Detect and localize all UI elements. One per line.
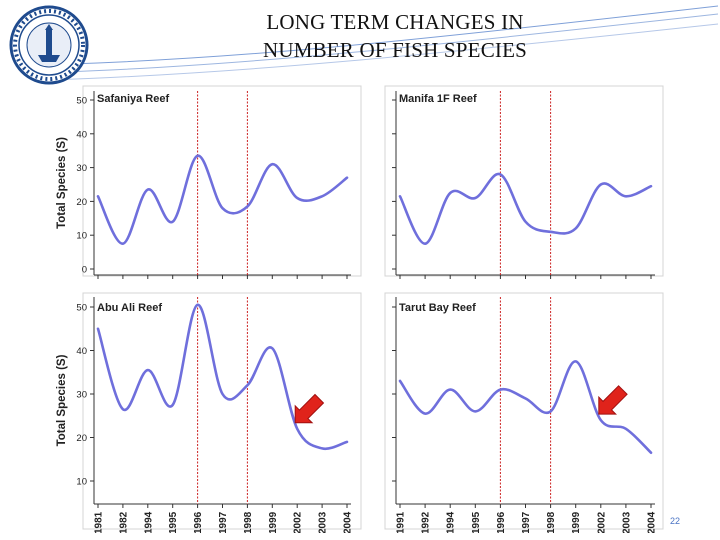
- species-curve: [96, 154, 349, 245]
- y-tick-label: 20: [76, 197, 87, 208]
- red-arrow-shape: [598, 385, 628, 415]
- y-axis-label: Total Species (S): [56, 354, 68, 446]
- x-tick-label: 1994: [143, 511, 154, 533]
- x-tick-label: 1999: [571, 511, 582, 533]
- x-tick-label: 1999: [268, 511, 279, 533]
- x-tick-label: 1996: [496, 511, 507, 533]
- y-tick-label: 40: [76, 346, 87, 357]
- y-tick-label: 0: [82, 265, 87, 276]
- title-line-2: NUMBER OF FISH SPECIES: [262, 38, 528, 62]
- x-tick-label: 1991: [396, 511, 407, 533]
- y-tick-label: 10: [76, 231, 87, 242]
- x-tick-label: 1981: [94, 511, 105, 533]
- species-curve: [96, 303, 349, 451]
- chart-title: Tarut Bay Reef: [399, 302, 476, 314]
- x-tick-label: 1998: [546, 511, 557, 533]
- chart-title: Abu Ali Reef: [97, 302, 162, 314]
- red-arrow-shape: [294, 393, 325, 424]
- x-tick-label: 2003: [621, 511, 632, 533]
- x-tick-label: 2004: [647, 511, 658, 533]
- slide-number: 22: [670, 516, 681, 526]
- panel-frame: [384, 292, 664, 530]
- y-tick-label: 10: [76, 477, 87, 488]
- y-tick-label: 30: [76, 390, 87, 401]
- red-arrow-icon: [598, 385, 628, 415]
- panel-frame: [82, 85, 362, 277]
- page-title: LONG TERM CHANGES IN NUMBER OF FISH SPEC…: [170, 8, 620, 64]
- x-tick-label: 1997: [521, 511, 532, 533]
- x-tick-label: 1992: [421, 511, 432, 533]
- x-tick-label: 1997: [218, 511, 229, 533]
- panel-frame: [384, 85, 664, 277]
- y-tick-label: 20: [76, 433, 87, 444]
- red-arrow-icon: [294, 393, 325, 424]
- chart-panel-2: Manifa 1F Reef: [384, 85, 664, 279]
- fish-species-figure: 0 10 20 30 40 50 Safaniya Reef Total Species (S…: [56, 85, 664, 533]
- chart-panel-4: 1991 1992 1994 1995 1996 1997 1998 1999 2002 2003…: [384, 292, 664, 533]
- chart-title: Safaniya Reef: [97, 93, 169, 105]
- x-tick-label: 2002: [596, 511, 607, 533]
- y-tick-label: 30: [76, 163, 87, 174]
- species-curve: [398, 360, 653, 454]
- x-tick-label: 1995: [168, 511, 179, 533]
- y-axis-label: Total Species (S): [56, 137, 68, 229]
- x-tick-label: 1998: [243, 511, 254, 533]
- y-tick-label: 50: [76, 96, 87, 107]
- chart-panel-3: 10 20 30 40 50 1981 1982 1994 1995 1996 1997 1998 19…: [56, 292, 362, 533]
- species-curve: [398, 172, 653, 245]
- y-tick-label: 40: [76, 129, 87, 140]
- x-tick-label: 2004: [343, 511, 354, 533]
- x-tick-label: 2003: [318, 511, 329, 533]
- x-tick-label: 1995: [471, 511, 482, 533]
- y-tick-label: 50: [76, 303, 87, 314]
- chart-panel-1: 0 10 20 30 40 50 Safaniya Reef Total Species (S…: [56, 85, 362, 279]
- x-tick-label: 2002: [293, 511, 304, 533]
- title-line-1: LONG TERM CHANGES IN: [266, 10, 524, 34]
- x-tick-label: 1994: [446, 511, 457, 533]
- chart-title: Manifa 1F Reef: [399, 93, 477, 105]
- x-tick-label: 1982: [118, 511, 129, 533]
- university-seal-icon: [9, 5, 89, 85]
- x-tick-label: 1996: [193, 511, 204, 533]
